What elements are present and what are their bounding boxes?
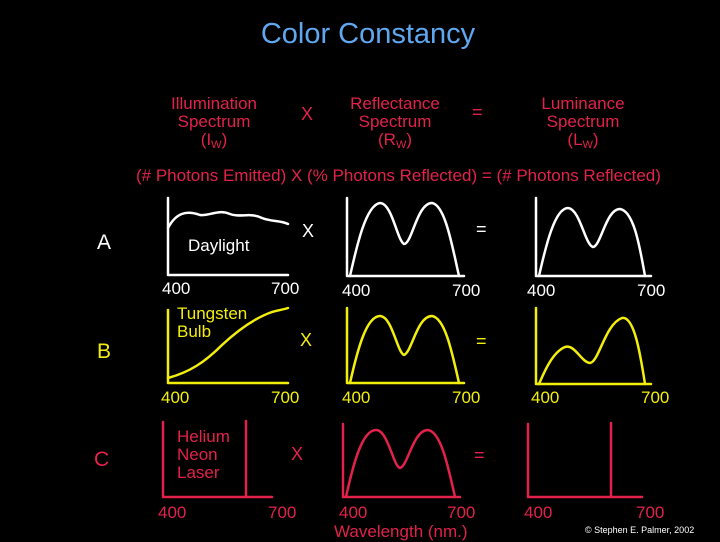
luminance-header: Luminance Spectrum (LW) bbox=[532, 95, 634, 154]
illumination-symbol: (IW) bbox=[200, 130, 228, 152]
row-a-tick-700-1: 700 bbox=[271, 279, 300, 298]
row-b-tick-400-2: 400 bbox=[342, 388, 371, 407]
row-b-tick-400-3: 400 bbox=[531, 388, 560, 407]
row-a-tick-700-2: 700 bbox=[452, 281, 481, 300]
row-c-times: X bbox=[291, 444, 304, 464]
reflectance-line1: Reflectance bbox=[350, 94, 440, 113]
row-b-source: Tungsten Bulb bbox=[177, 304, 248, 341]
row-b-reflectance-curve bbox=[348, 314, 461, 385]
row-b-label: B bbox=[97, 340, 112, 363]
row-a-luminance-curve bbox=[537, 206, 647, 278]
row-a-label: A bbox=[97, 231, 112, 254]
row-c-tick-400-2: 400 bbox=[339, 503, 368, 522]
row-b-plots bbox=[166, 306, 653, 386]
row-c-tick-700-3: 700 bbox=[636, 503, 665, 522]
row-b-tick-700-2: 700 bbox=[452, 388, 481, 407]
row-a-tick-400-3: 400 bbox=[527, 281, 556, 300]
row-a-tick-700-3: 700 bbox=[637, 281, 666, 300]
reflectance-symbol: (RW) bbox=[377, 130, 412, 152]
reflectance-line2: Spectrum bbox=[358, 112, 432, 131]
row-c-plots bbox=[161, 419, 644, 499]
row-a-plots bbox=[166, 196, 653, 278]
header-equals: = bbox=[472, 102, 483, 122]
row-b-tick-700-1: 700 bbox=[271, 388, 300, 407]
row-a-luminance-axes bbox=[534, 196, 653, 278]
row-a-equals: = bbox=[476, 219, 487, 239]
row-a-daylight-curve bbox=[166, 210, 290, 230]
page-title: Color Constancy bbox=[260, 18, 476, 50]
row-b-reflectance-axes bbox=[345, 306, 466, 385]
row-b-tick-400-1: 400 bbox=[161, 388, 190, 407]
row-b-times: X bbox=[300, 330, 313, 350]
row-c-tick-700-2: 700 bbox=[447, 503, 476, 522]
row-b-illumination-axes bbox=[166, 308, 290, 385]
row-a-times: X bbox=[302, 221, 315, 241]
row-c-reflectance-axes bbox=[341, 422, 462, 499]
row-c-source: Helium Neon Laser bbox=[177, 427, 230, 482]
row-c-illumination-axes bbox=[161, 420, 274, 499]
luminance-line1: Luminance bbox=[541, 94, 625, 113]
row-a-source: Daylight bbox=[188, 236, 250, 255]
equation-line: (# Photons Emitted) X (% Photons Reflect… bbox=[136, 166, 661, 185]
illumination-header: Illumination Spectrum (IW) bbox=[160, 95, 268, 154]
row-a-illumination-axes bbox=[166, 196, 290, 277]
row-c-label: C bbox=[94, 448, 110, 471]
row-c-luminance-axes bbox=[526, 422, 644, 499]
row-a-reflectance-axes bbox=[345, 196, 466, 278]
x-axis-label: Wavelength (nm.) bbox=[334, 522, 468, 541]
row-a-tick-400-1: 400 bbox=[162, 279, 191, 298]
header-times: X bbox=[301, 104, 314, 124]
luminance-symbol: (LW) bbox=[567, 130, 599, 152]
illumination-line2: Spectrum bbox=[177, 112, 251, 131]
row-c-reflectance-curve bbox=[344, 428, 457, 499]
copyright-credit: © Stephen E. Palmer, 2002 bbox=[585, 525, 695, 535]
row-b-tungsten-curve bbox=[166, 306, 290, 380]
row-c-equals: = bbox=[474, 445, 485, 465]
reflectance-header: Reflectance Spectrum (RW) bbox=[340, 95, 450, 154]
row-c-tick-400-3: 400 bbox=[524, 503, 553, 522]
row-b-luminance-axes bbox=[534, 306, 653, 386]
row-a-tick-400-2: 400 bbox=[342, 281, 371, 300]
luminance-line2: Spectrum bbox=[546, 112, 620, 131]
row-a-reflectance-curve bbox=[348, 201, 461, 278]
row-c-tick-700-1: 700 bbox=[268, 503, 297, 522]
row-c-tick-400-1: 400 bbox=[158, 503, 187, 522]
row-b-equals: = bbox=[476, 331, 487, 351]
illumination-line1: Illumination bbox=[171, 94, 257, 113]
row-b-tick-700-3: 700 bbox=[641, 388, 670, 407]
row-b-luminance-curve bbox=[537, 316, 647, 386]
